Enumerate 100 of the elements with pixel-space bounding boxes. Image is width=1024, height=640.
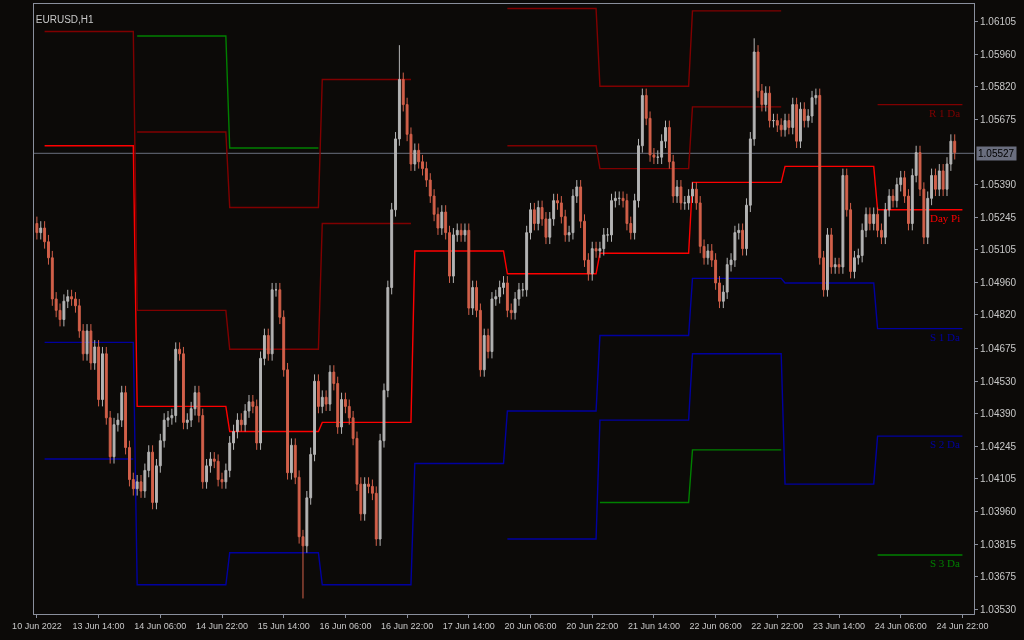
candlestick xyxy=(829,227,833,275)
x-tick-label: 20 Jun 06:00 xyxy=(504,620,557,631)
series-label: Day Pi xyxy=(930,212,961,224)
candlestick xyxy=(151,444,155,510)
x-tick-label: 16 Jun 06:00 xyxy=(319,620,372,631)
candlestick xyxy=(933,168,937,197)
y-tick-label: 1.03530 xyxy=(980,604,1017,616)
candlestick xyxy=(733,225,737,268)
candlestick xyxy=(139,474,143,499)
candlestick xyxy=(675,179,679,204)
candlestick xyxy=(89,323,93,371)
candlestick xyxy=(181,346,185,430)
candlestick xyxy=(112,417,116,465)
y-tick-label: 1.04820 xyxy=(980,309,1017,321)
candlestick xyxy=(810,90,814,124)
candlestick xyxy=(783,113,787,138)
candlestick xyxy=(97,339,101,407)
candlestick xyxy=(795,97,799,149)
x-tick-label: 15 Jun 14:00 xyxy=(257,620,310,631)
candlestick xyxy=(941,163,945,197)
y-tick-label: 1.04105 xyxy=(980,472,1017,484)
y-tick-label: 1.04960 xyxy=(980,277,1017,289)
candlestick xyxy=(764,85,768,112)
candlestick xyxy=(837,257,841,275)
candlestick xyxy=(35,216,39,240)
y-tick-label: 1.05390 xyxy=(980,179,1017,191)
candlestick xyxy=(937,163,941,197)
candlestick xyxy=(953,133,957,160)
candlestick xyxy=(101,346,104,407)
x-tick-label: 22 Jun 22:00 xyxy=(751,620,804,631)
candlestick xyxy=(779,117,783,138)
candlestick xyxy=(741,222,745,256)
candlestick xyxy=(706,243,710,266)
candlestick xyxy=(120,385,124,428)
x-tick-label: 20 Jun 22:00 xyxy=(566,620,619,631)
candlestick xyxy=(467,222,471,316)
candlestick xyxy=(768,85,772,128)
y-tick-label: 1.04530 xyxy=(980,375,1017,387)
candlestick xyxy=(853,250,856,279)
candlestick xyxy=(93,339,97,371)
x-tick-label: 14 Jun 06:00 xyxy=(134,620,187,631)
candlestick xyxy=(532,202,536,231)
candlestick xyxy=(802,101,806,128)
candlestick xyxy=(451,227,455,284)
candlestick xyxy=(239,412,243,433)
y-tick-label: 1.03960 xyxy=(980,506,1017,518)
candlestick xyxy=(772,113,775,128)
candlestick xyxy=(289,437,293,481)
candlestick xyxy=(255,399,259,451)
candlestick xyxy=(471,280,475,316)
candlestick xyxy=(316,373,320,414)
x-tick-label: 24 Jun 06:00 xyxy=(874,620,927,631)
x-tick-label: 24 Jun 22:00 xyxy=(936,620,989,631)
series-label: S 2 Da xyxy=(930,438,961,450)
candlestick xyxy=(266,328,270,362)
candlestick xyxy=(320,389,324,414)
candlestick xyxy=(799,101,802,149)
candlestick xyxy=(413,142,417,172)
candlestick xyxy=(594,241,598,259)
y-tick-label: 1.06105 xyxy=(980,15,1017,27)
candlestick xyxy=(791,97,795,135)
x-tick-label: 10 Jun 2022 xyxy=(12,620,62,631)
candlestick xyxy=(62,293,66,327)
candlestick xyxy=(826,227,829,298)
candlestick xyxy=(39,220,43,240)
candlestick xyxy=(610,193,613,243)
y-tick-label: 1.04390 xyxy=(980,407,1017,419)
series-label: S 3 Da xyxy=(930,557,961,569)
series-label: S 1 Da xyxy=(930,331,961,343)
candlestick xyxy=(505,275,509,318)
y-tick-label: 1.03675 xyxy=(980,571,1017,583)
x-tick-label: 14 Jun 22:00 xyxy=(195,620,249,631)
candlestick xyxy=(135,474,139,497)
candlestick xyxy=(490,291,494,359)
candlestick xyxy=(872,206,876,231)
candlestick xyxy=(590,241,594,282)
candlestick xyxy=(891,188,895,208)
candlestick xyxy=(340,392,343,435)
text: EURUSD,H1 xyxy=(35,14,95,25)
x-tick-label: 21 Jun 14:00 xyxy=(627,620,680,631)
line-series xyxy=(43,277,964,586)
x-tick-label: 22 Jun 06:00 xyxy=(689,620,742,631)
x-tick-label: 17 Jun 14:00 xyxy=(442,620,495,631)
x-tick-label: 16 Jun 22:00 xyxy=(381,620,434,631)
candlestick xyxy=(174,341,178,423)
candlestick xyxy=(216,453,220,487)
line-series xyxy=(43,145,964,433)
candlestick xyxy=(787,113,791,135)
y-tick-label: 1.04675 xyxy=(980,342,1017,354)
y-tick-label: 1.04245 xyxy=(980,440,1017,452)
candlestick xyxy=(617,190,621,206)
series-label: R 1 Da xyxy=(929,107,961,119)
candlestick xyxy=(328,364,332,412)
candlestick xyxy=(440,204,444,236)
x-tick-label: 23 Jun 14:00 xyxy=(813,620,866,631)
candlestick xyxy=(85,323,89,362)
x-tick-label: 13 Jun 14:00 xyxy=(72,620,125,631)
y-tick-label: 1.05675 xyxy=(980,113,1017,125)
candlestick xyxy=(833,257,837,275)
y-tick-label: 1.03815 xyxy=(980,539,1017,551)
